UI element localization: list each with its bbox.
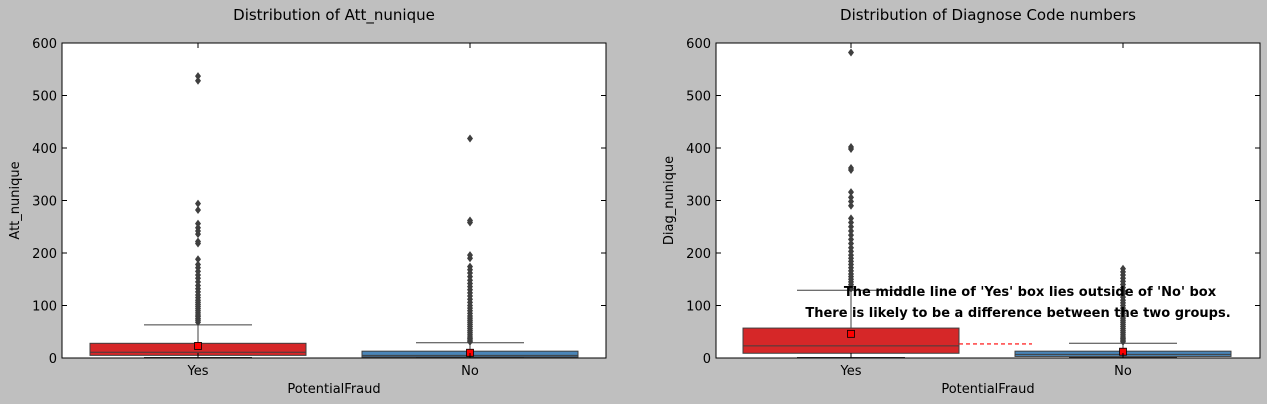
chart1-ytick-label: 600	[32, 37, 57, 52]
chart2-yes-outlier	[848, 197, 854, 206]
chart2-annotation-2: There is likely to be a difference betwe…	[805, 306, 1230, 321]
chart1-yes-outlier	[195, 223, 201, 232]
chart2-yes-outlier	[848, 214, 854, 223]
chart2-ytick-label: 600	[686, 37, 711, 52]
chart2-ytick-label: 200	[686, 247, 711, 262]
chart1-xlabel: PotentialFraud	[287, 382, 380, 397]
chart1-no-outlier	[467, 262, 473, 271]
chart2-yes-outlier	[848, 188, 854, 197]
chart1-yes-outlier	[195, 199, 201, 208]
chart1-ytick-label: 500	[32, 90, 57, 105]
chart2-yes-outlier	[848, 48, 854, 57]
chart2-plot-area	[716, 43, 1260, 358]
chart2-yes-outlier	[848, 235, 854, 244]
chart2-ytick-label: 500	[686, 90, 711, 105]
chart2-title: Distribution of Diagnose Code numbers	[840, 6, 1136, 24]
chart2-annotation-1: The middle line of 'Yes' box lies outsid…	[844, 285, 1217, 300]
chart1-ytick-label: 0	[49, 352, 57, 367]
chart2-yes-outlier	[848, 231, 854, 240]
chart2-no-outlier	[1120, 264, 1126, 273]
chart1-ylabel: Att_nunique	[8, 161, 23, 239]
chart1-yes-outlier	[195, 219, 201, 228]
chart1-yes-mean-marker	[194, 342, 202, 350]
chart2-ytick-label: 100	[686, 300, 711, 315]
chart2-yes-xtick-label: Yes	[840, 364, 862, 379]
chart2-xlabel: PotentialFraud	[941, 382, 1034, 397]
chart1-yes-outlier	[195, 260, 201, 269]
chart1-yes-outlier	[195, 237, 201, 246]
chart1-no-outlier	[467, 134, 473, 143]
chart2-yes-outlier	[848, 226, 854, 235]
chart2-yes-outlier	[848, 218, 854, 227]
chart1-ytick-label: 300	[32, 195, 57, 210]
chart2-yes-outlier	[848, 201, 854, 210]
chart1-yes-outlier	[195, 255, 201, 264]
chart2-frame	[715, 42, 1261, 359]
chart1-ytick-label: 400	[32, 142, 57, 157]
chart2-yes-outlier	[848, 239, 854, 248]
chart1-yes-xtick-label: Yes	[187, 364, 209, 379]
chart1-yes-outlier	[195, 72, 201, 81]
chart2-yes-outlier	[848, 163, 854, 172]
chart1-title: Distribution of Att_nunique	[233, 6, 435, 25]
chart2-yes-outlier	[848, 243, 854, 252]
chart2-yes-outlier	[848, 222, 854, 231]
chart2-yes-mean-marker	[847, 329, 855, 338]
chart1-yes-outlier	[195, 76, 201, 85]
chart1-yes-outlier	[195, 205, 201, 214]
chart2-ytick-label: 400	[686, 142, 711, 157]
chart2-ytick-label: 0	[703, 352, 711, 367]
chart2-yes-outlier	[848, 193, 854, 202]
chart1-ytick-label: 200	[32, 247, 57, 262]
chart1-ytick-label: 100	[32, 300, 57, 315]
chart2-yes-outlier	[848, 142, 854, 151]
chart1-no-xtick-label: No	[461, 364, 479, 379]
chart1-no-outlier	[467, 251, 473, 260]
chart2-ytick-label: 300	[686, 195, 711, 210]
chart1-no-outlier	[467, 216, 473, 225]
chart2-ylabel: Diag_nunique	[662, 156, 677, 245]
chart2-no-xtick-label: No	[1114, 364, 1132, 379]
chart1-plot-area	[62, 43, 606, 358]
chart1-frame	[61, 42, 607, 359]
